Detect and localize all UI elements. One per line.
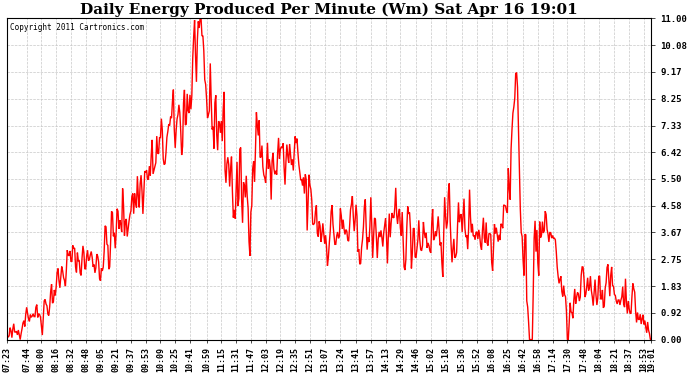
Title: Daily Energy Produced Per Minute (Wm) Sat Apr 16 19:01: Daily Energy Produced Per Minute (Wm) Sa…	[81, 3, 578, 17]
Text: Copyright 2011 Cartronics.com: Copyright 2011 Cartronics.com	[10, 23, 145, 32]
